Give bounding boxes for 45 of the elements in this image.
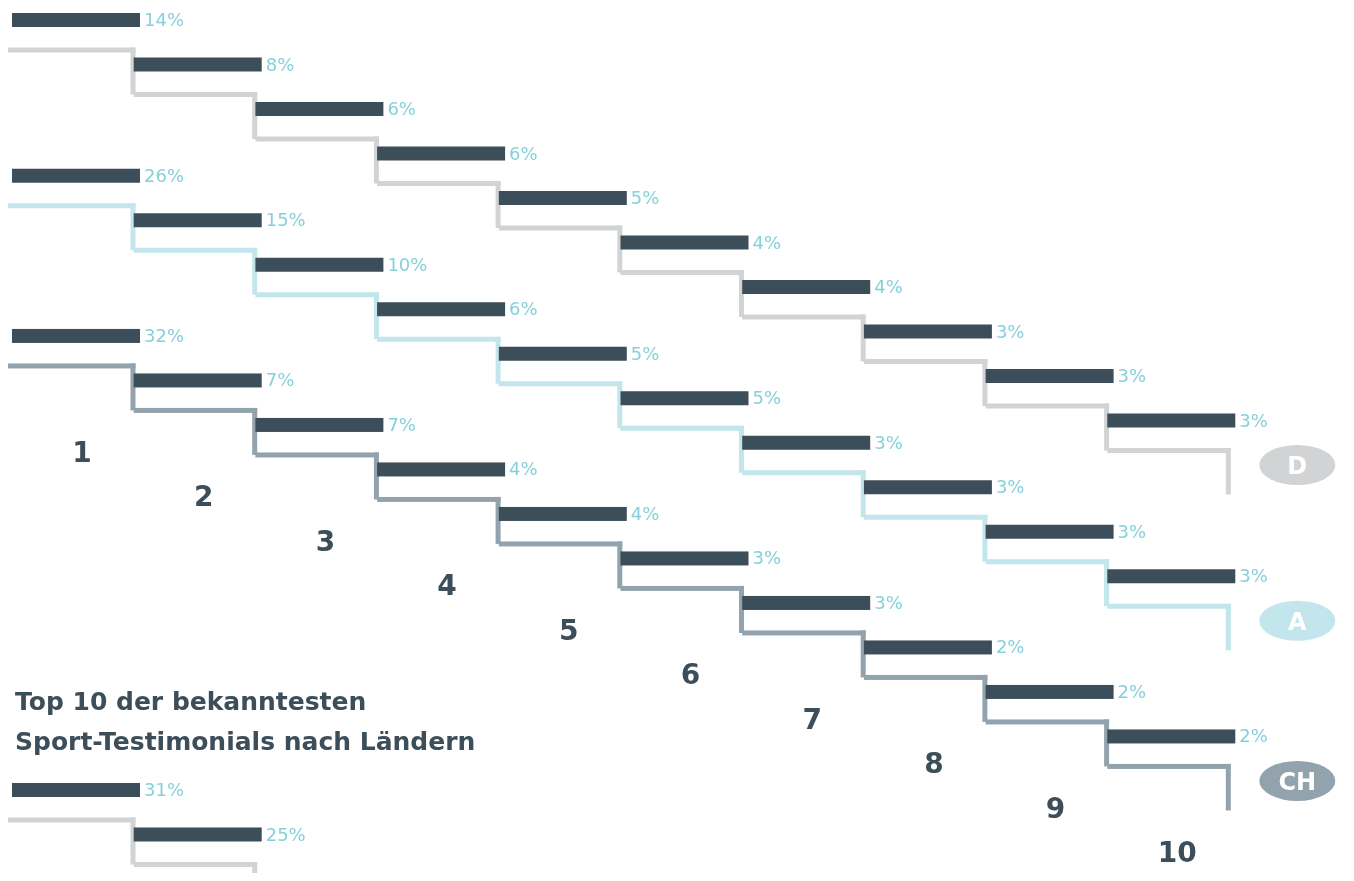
data-label: 3% [995,476,1025,498]
data-label: 7% [265,369,295,391]
data-label: 3% [874,431,903,453]
data-label: 8% [265,53,295,75]
category-label: 6 [680,658,701,692]
data-label: 32% [144,324,185,346]
data-label: 3% [1239,409,1268,431]
data-label: 3% [1117,365,1147,386]
category-label: 5 [559,613,579,647]
category-label: 9 [1045,791,1066,825]
category-label: 4 [437,569,457,603]
category-label: 1 [72,435,92,469]
data-label: 31% [144,779,185,800]
data-label: 6% [387,98,416,119]
data-label: 5% [752,387,782,409]
data-label: 3% [1239,565,1268,587]
data-label: 2% [1117,680,1147,702]
category-label: 3 [315,524,336,558]
data-label: 6% [509,142,538,164]
data-label: 2% [1239,725,1268,747]
data-label: 5% [630,342,660,364]
data-label: 3% [1117,520,1147,542]
category-label: 7 [802,702,822,736]
data-label: 3% [752,547,782,569]
data-label: 2% [995,636,1025,658]
data-label: 6% [509,298,538,320]
data-label: 3% [995,320,1025,342]
legend-label: CH [1278,767,1317,796]
text: Top 10 der bekanntesten Sport-Testimonials nach Ländern [15,686,476,756]
data-label: 14% [144,9,185,30]
data-label: 3% [874,591,903,613]
data-label: 7% [387,413,416,435]
data-label: 10% [387,253,428,275]
legend-label: A [1288,607,1308,636]
data-label: 5% [630,187,660,208]
category-label: 10 [1157,836,1197,870]
category-label: 2 [193,480,214,514]
data-label: 25% [265,823,306,845]
data-label: 4% [752,231,782,253]
data-label: 4% [874,276,903,297]
category-label: 8 [924,747,944,781]
data-label: 26% [144,164,185,186]
data-label: 4% [630,502,660,524]
data-label: 15% [265,209,306,231]
data-label: 4% [509,458,538,480]
